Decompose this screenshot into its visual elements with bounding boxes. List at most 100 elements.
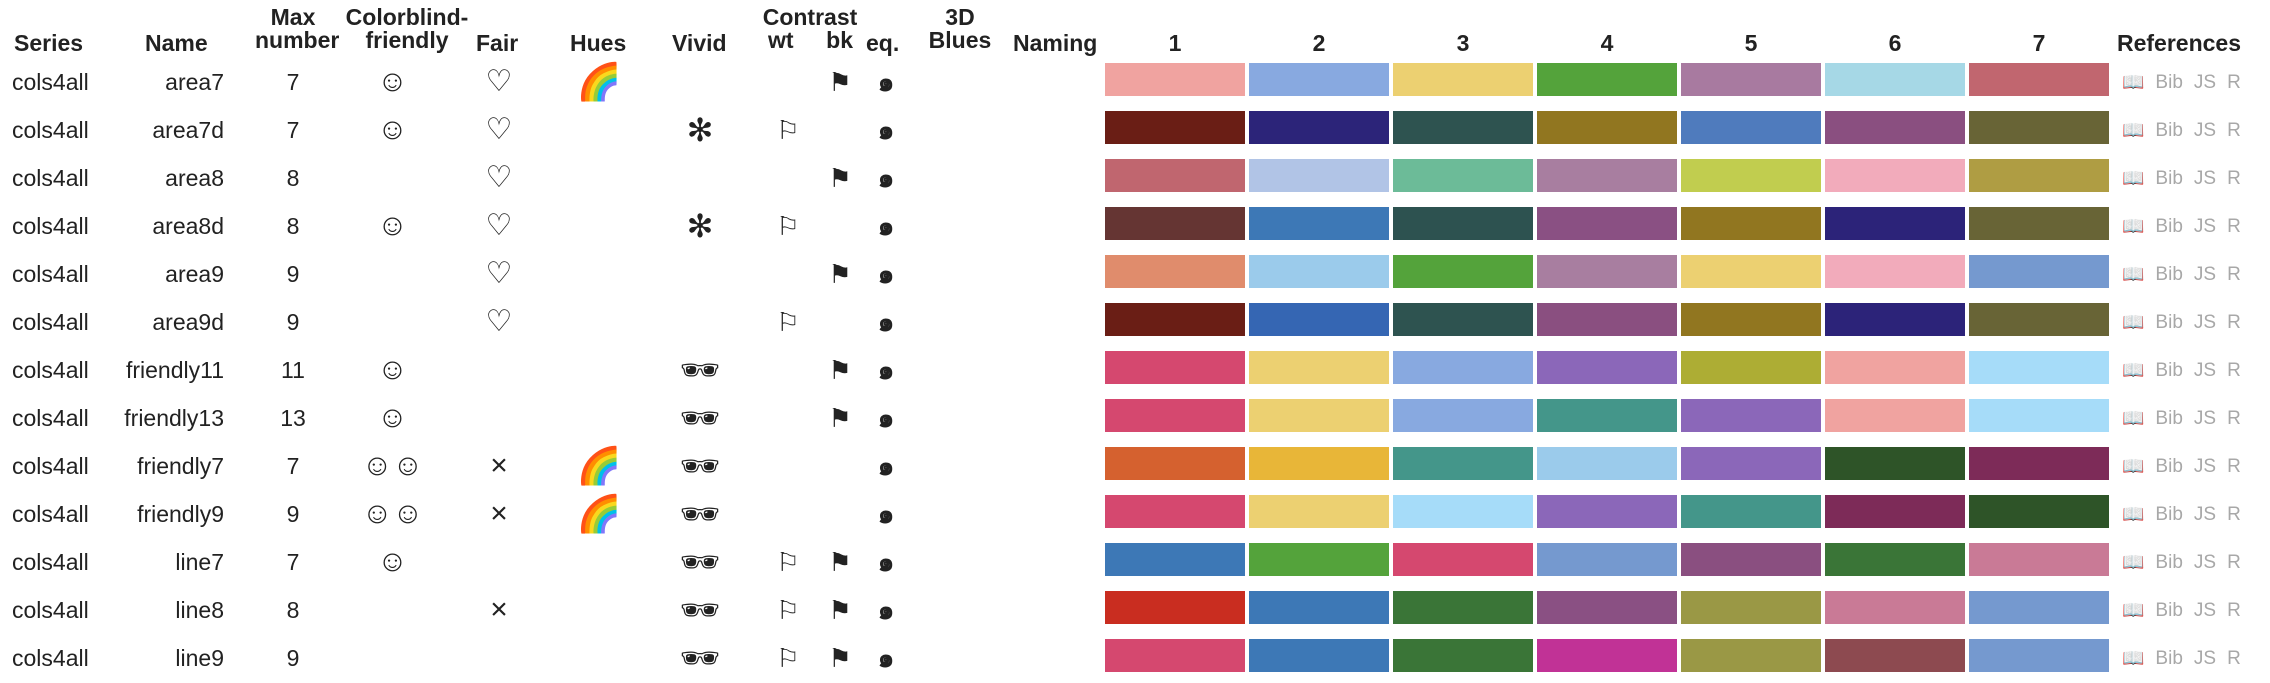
color-swatch-1[interactable] xyxy=(1105,159,1245,192)
bib-link[interactable]: Bib xyxy=(2155,264,2183,285)
table-row[interactable]: cols4all area7 7 ☺ ♡ 🌈 ⚑ ๑ 📖 Bib JS R xyxy=(0,58,2270,106)
js-link[interactable]: JS xyxy=(2193,72,2217,93)
color-swatch-1[interactable] xyxy=(1105,63,1245,96)
color-swatch-1[interactable] xyxy=(1105,543,1245,576)
r-link[interactable]: R xyxy=(2227,456,2241,477)
bib-link[interactable]: Bib xyxy=(2155,600,2183,621)
color-swatch-7[interactable] xyxy=(1969,543,2109,576)
r-link[interactable]: R xyxy=(2227,648,2241,669)
color-swatch-5[interactable] xyxy=(1681,399,1821,432)
color-swatch-2[interactable] xyxy=(1249,63,1389,96)
color-swatch-6[interactable] xyxy=(1825,303,1965,336)
color-swatch-2[interactable] xyxy=(1249,495,1389,528)
color-swatch-3[interactable] xyxy=(1393,399,1533,432)
color-swatch-3[interactable] xyxy=(1393,591,1533,624)
color-swatch-3[interactable] xyxy=(1393,351,1533,384)
color-swatch-7[interactable] xyxy=(1969,303,2109,336)
color-swatch-1[interactable] xyxy=(1105,495,1245,528)
color-swatch-1[interactable] xyxy=(1105,351,1245,384)
color-swatch-3[interactable] xyxy=(1393,63,1533,96)
color-swatch-5[interactable] xyxy=(1681,543,1821,576)
r-link[interactable]: R xyxy=(2227,408,2241,429)
color-swatch-7[interactable] xyxy=(1969,255,2109,288)
header-vivid[interactable]: Vivid xyxy=(672,30,727,56)
color-swatch-2[interactable] xyxy=(1249,399,1389,432)
book-icon[interactable]: 📖 xyxy=(2122,600,2145,620)
book-icon[interactable]: 📖 xyxy=(2122,120,2145,140)
color-swatch-5[interactable] xyxy=(1681,447,1821,480)
header-equal-luminance[interactable]: eq. xyxy=(866,30,900,56)
bib-link[interactable]: Bib xyxy=(2155,648,2183,669)
r-link[interactable]: R xyxy=(2227,72,2241,93)
color-swatch-6[interactable] xyxy=(1825,495,1965,528)
color-swatch-2[interactable] xyxy=(1249,447,1389,480)
header-contrast-bk[interactable]: bk xyxy=(826,27,853,53)
color-swatch-4[interactable] xyxy=(1537,639,1677,672)
bib-link[interactable]: Bib xyxy=(2155,312,2183,333)
js-link[interactable]: JS xyxy=(2193,216,2217,237)
color-swatch-4[interactable] xyxy=(1537,303,1677,336)
color-swatch-4[interactable] xyxy=(1537,399,1677,432)
r-link[interactable]: R xyxy=(2227,216,2241,237)
bib-link[interactable]: Bib xyxy=(2155,504,2183,525)
js-link[interactable]: JS xyxy=(2193,648,2217,669)
book-icon[interactable]: 📖 xyxy=(2122,168,2145,188)
header-3d-blues[interactable]: 3D Blues xyxy=(925,6,995,52)
color-swatch-1[interactable] xyxy=(1105,591,1245,624)
color-swatch-5[interactable] xyxy=(1681,63,1821,96)
color-swatch-3[interactable] xyxy=(1393,207,1533,240)
color-swatch-1[interactable] xyxy=(1105,447,1245,480)
color-swatch-1[interactable] xyxy=(1105,399,1245,432)
table-row[interactable]: cols4all line7 7 ☺ 🕶 ⚐ ⚑ ๑ 📖 Bib JS R xyxy=(0,538,2270,586)
color-swatch-4[interactable] xyxy=(1537,159,1677,192)
color-swatch-2[interactable] xyxy=(1249,303,1389,336)
bib-link[interactable]: Bib xyxy=(2155,456,2183,477)
header-series[interactable]: Series xyxy=(14,30,84,56)
color-swatch-2[interactable] xyxy=(1249,159,1389,192)
color-swatch-3[interactable] xyxy=(1393,255,1533,288)
bib-link[interactable]: Bib xyxy=(2155,552,2183,573)
table-row[interactable]: cols4all area9 9 ♡ ⚑ ๑ 📖 Bib JS R xyxy=(0,250,2270,298)
color-swatch-3[interactable] xyxy=(1393,159,1533,192)
color-swatch-2[interactable] xyxy=(1249,543,1389,576)
color-swatch-7[interactable] xyxy=(1969,639,2109,672)
color-swatch-1[interactable] xyxy=(1105,111,1245,144)
book-icon[interactable]: 📖 xyxy=(2122,216,2145,236)
book-icon[interactable]: 📖 xyxy=(2122,552,2145,572)
color-swatch-5[interactable] xyxy=(1681,351,1821,384)
color-swatch-2[interactable] xyxy=(1249,111,1389,144)
color-swatch-5[interactable] xyxy=(1681,639,1821,672)
color-swatch-4[interactable] xyxy=(1537,495,1677,528)
color-swatch-6[interactable] xyxy=(1825,63,1965,96)
color-swatch-5[interactable] xyxy=(1681,255,1821,288)
header-fair[interactable]: Fair xyxy=(476,30,519,56)
js-link[interactable]: JS xyxy=(2193,504,2217,525)
color-swatch-6[interactable] xyxy=(1825,543,1965,576)
color-swatch-7[interactable] xyxy=(1969,207,2109,240)
header-name[interactable]: Name xyxy=(145,30,208,56)
header-naming[interactable]: Naming xyxy=(1013,30,1098,56)
header-hues[interactable]: Hues xyxy=(570,30,627,56)
table-row[interactable]: cols4all friendly7 7 ☺☺ × 🌈 🕶 ๑ 📖 Bib JS R xyxy=(0,442,2270,490)
r-link[interactable]: R xyxy=(2227,600,2241,621)
table-row[interactable]: cols4all area9d 9 ♡ ⚐ ๑ 📖 Bib JS R xyxy=(0,298,2270,346)
color-swatch-6[interactable] xyxy=(1825,111,1965,144)
color-swatch-3[interactable] xyxy=(1393,639,1533,672)
color-swatch-5[interactable] xyxy=(1681,591,1821,624)
js-link[interactable]: JS xyxy=(2193,552,2217,573)
js-link[interactable]: JS xyxy=(2193,120,2217,141)
js-link[interactable]: JS xyxy=(2193,408,2217,429)
js-link[interactable]: JS xyxy=(2193,600,2217,621)
r-link[interactable]: R xyxy=(2227,264,2241,285)
r-link[interactable]: R xyxy=(2227,312,2241,333)
color-swatch-2[interactable] xyxy=(1249,255,1389,288)
color-swatch-5[interactable] xyxy=(1681,111,1821,144)
color-swatch-4[interactable] xyxy=(1537,255,1677,288)
color-swatch-7[interactable] xyxy=(1969,351,2109,384)
r-link[interactable]: R xyxy=(2227,120,2241,141)
color-swatch-5[interactable] xyxy=(1681,159,1821,192)
color-swatch-7[interactable] xyxy=(1969,111,2109,144)
bib-link[interactable]: Bib xyxy=(2155,216,2183,237)
book-icon[interactable]: 📖 xyxy=(2122,360,2145,380)
color-swatch-1[interactable] xyxy=(1105,207,1245,240)
